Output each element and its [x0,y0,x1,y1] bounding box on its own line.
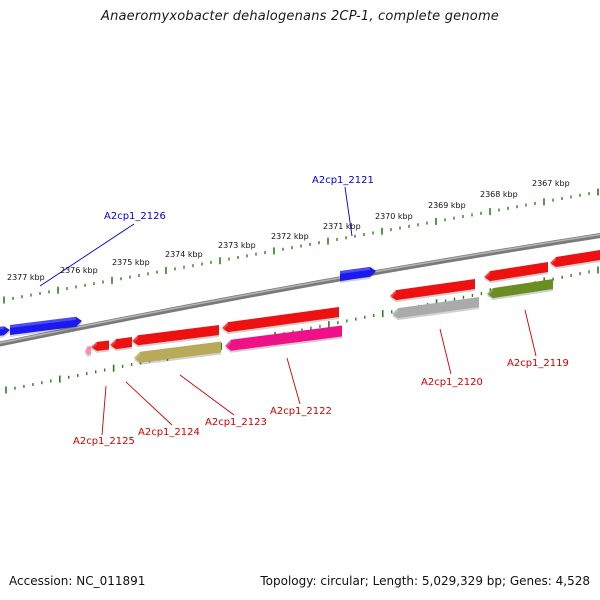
label-leader-lines [39,186,537,436]
reverse-cds-arrow[interactable] [110,337,132,350]
outer-tick-ring [3,188,599,304]
feature-highlight [85,346,88,354]
scale-label: 2372 kbp [271,232,309,241]
scale-label: 2368 kbp [480,190,518,199]
gene-label[interactable]: A2cp1_2123 [205,417,267,428]
scale-label: 2369 kbp [428,201,466,210]
gene-label[interactable]: A2cp1_2120 [421,377,483,388]
feature-highlight [392,308,398,317]
reverse-cds-arrow[interactable] [222,307,339,333]
reverse-cds-arrow[interactable] [484,262,548,282]
reverse-cds-arrow[interactable] [91,340,109,351]
reverse-cds-arrow[interactable] [487,279,553,299]
reverse-cds-arrow[interactable] [85,346,91,355]
feature-track [0,249,600,365]
scale-label: 2370 kbp [375,212,413,221]
feature-highlight [91,341,97,350]
feature-highlight [487,288,493,297]
feature-highlight [390,290,396,299]
forward-cds-arrow[interactable] [10,316,82,335]
feature-highlight [225,339,231,350]
gene-label[interactable]: A2cp1_2125 [73,436,135,447]
gene-labels: A2cp1_2126 A2cp1_2121 A2cp1_2125A2cp1_2124… [73,175,569,447]
feature-highlight [340,266,370,274]
leader-line [524,309,537,357]
reverse-cds-arrow[interactable] [550,249,600,268]
forward-cds-arrow[interactable] [340,266,376,281]
gene-label[interactable]: A2cp1_2119 [507,358,569,369]
reverse-cds-arrow[interactable] [132,325,219,346]
leader-line [179,374,235,416]
gene-label[interactable]: A2cp1_2124 [138,427,200,438]
scale-label: 2374 kbp [165,250,203,259]
feature-highlight [110,339,116,348]
reverse-cds-arrow[interactable] [225,325,342,351]
gene-label[interactable]: A2cp1_2122 [270,406,332,417]
feature-highlight [10,316,76,328]
gene-label[interactable]: A2cp1_2126 [104,211,166,222]
accession-text: Accession: NC_011891 [9,574,146,588]
leader-line [39,223,135,287]
feature-highlight [134,351,140,362]
feature-highlight [484,271,490,280]
scale-labels: 2377 kbp 2376 kbp 2375 kbp 2374 kbp 2373 kbp… [7,179,570,282]
reverse-cds-arrow[interactable] [392,297,479,319]
scale-label: 2367 kbp [532,179,570,188]
scale-label: 2373 kbp [218,241,256,250]
map-title: Anaeromyxobacter dehalogenans 2CP-1, com… [100,9,500,24]
leader-line [439,328,452,375]
scale-label: 2375 kbp [112,258,150,267]
leader-line [286,357,301,405]
reverse-cds-arrow[interactable] [134,341,221,363]
leader-line [125,381,173,426]
scale-label: 2371 kbp [323,222,361,231]
scale-label: 2377 kbp [7,273,45,282]
leader-line [101,385,107,436]
feature-highlight [132,335,138,344]
genome-backbone [0,233,600,347]
reverse-cds-arrow[interactable] [390,279,475,301]
forward-cds-arrow[interactable] [0,326,10,336]
genome-summary-text: Topology: circular; Length: 5,029,329 bp… [260,574,590,588]
genome-backbone-highlight [0,233,600,344]
feature-highlight [550,257,556,266]
feature-highlight [222,322,228,331]
scale-label: 2376 kbp [60,266,98,275]
leader-line [344,186,353,237]
gene-label[interactable]: A2cp1_2121 [312,175,374,186]
feature-highlight [0,326,4,330]
